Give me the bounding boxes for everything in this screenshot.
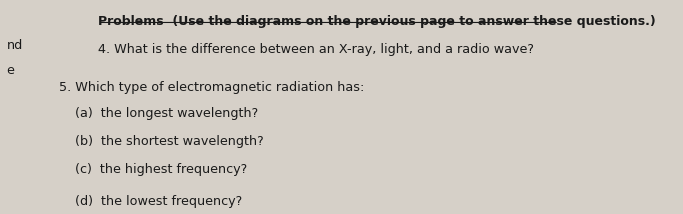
Text: 5. Which type of electromagnetic radiation has:: 5. Which type of electromagnetic radiati… [59,81,364,94]
Text: e: e [7,64,14,77]
Text: 4. What is the difference between an X-ray, light, and a radio wave?: 4. What is the difference between an X-r… [98,43,534,56]
Text: (d)  the lowest frequency?: (d) the lowest frequency? [59,195,242,208]
Text: (b)  the shortest wavelength?: (b) the shortest wavelength? [59,135,264,148]
Text: Problems  (Use the diagrams on the previous page to answer these questions.): Problems (Use the diagrams on the previo… [98,15,656,28]
Text: nd: nd [7,39,23,52]
Text: (c)  the highest frequency?: (c) the highest frequency? [59,163,247,176]
Text: (a)  the longest wavelength?: (a) the longest wavelength? [59,107,258,120]
